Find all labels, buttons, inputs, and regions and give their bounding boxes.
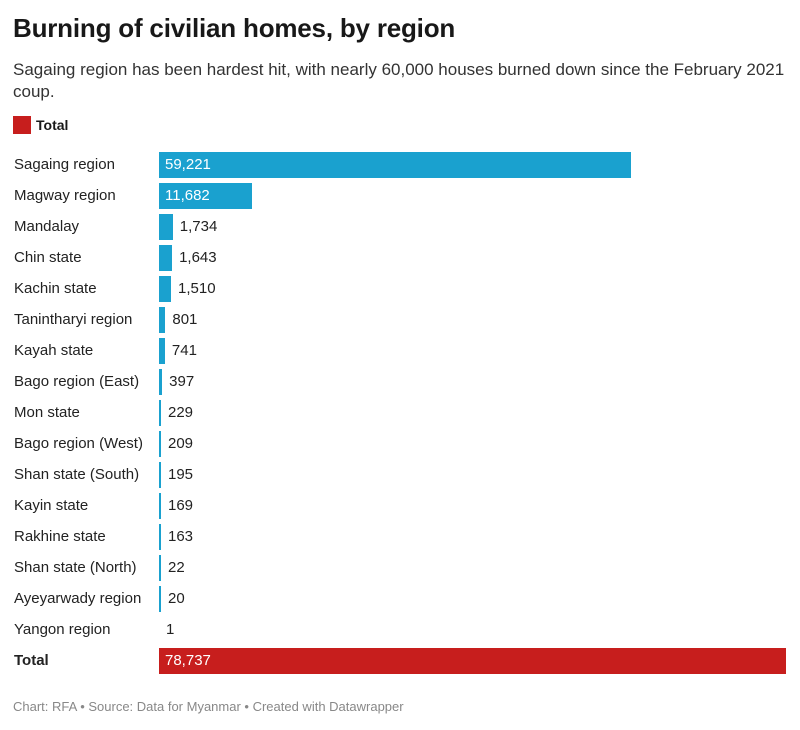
value-label: 801 xyxy=(172,311,198,328)
bar-row: Chin state 1,643 xyxy=(0,245,800,271)
category-label: Sagaing region xyxy=(14,156,115,173)
bar-row: Bago region (East) 397 xyxy=(0,369,800,395)
category-label: Ayeyarwady region xyxy=(14,590,142,607)
bar xyxy=(159,555,161,581)
bar xyxy=(159,214,173,240)
bar-row: Magway region 11,682 xyxy=(0,183,800,209)
bar-row: Sagaing region 59,221 xyxy=(0,152,800,178)
value-label: 11,682 xyxy=(165,187,210,204)
total-bar xyxy=(159,648,786,674)
category-label: Chin state xyxy=(14,249,82,266)
bar xyxy=(159,493,161,519)
bar xyxy=(159,307,166,333)
bar-row: Tanintharyi region 801 xyxy=(0,307,800,333)
category-label: Shan state (South) xyxy=(14,466,140,483)
category-label: Mon state xyxy=(14,404,80,421)
value-label: 229 xyxy=(168,404,194,421)
legend-swatch-total xyxy=(13,116,31,134)
chart-subtitle: Sagaing region has been hardest hit, wit… xyxy=(13,60,785,101)
bar xyxy=(159,276,172,302)
category-label: Mandalay xyxy=(14,218,80,235)
value-label: 1 xyxy=(166,621,175,638)
category-label: Shan state (North) xyxy=(14,559,137,576)
category-label: Rakhine state xyxy=(14,528,106,545)
value-label: 163 xyxy=(168,528,194,545)
category-label: Bago region (West) xyxy=(14,435,143,452)
bar xyxy=(159,462,161,488)
value-label: 397 xyxy=(169,373,195,390)
bar-row: Bago region (West) 209 xyxy=(0,431,800,457)
category-label: Total xyxy=(14,652,49,669)
bar-row: Rakhine state 163 xyxy=(0,524,800,550)
category-label: Kachin state xyxy=(14,280,97,297)
bar-row: Mon state 229 xyxy=(0,400,800,426)
category-label: Yangon region xyxy=(14,621,111,638)
value-label: 209 xyxy=(168,435,194,452)
bar xyxy=(159,245,173,271)
category-label: Kayah state xyxy=(14,342,94,359)
bar-row: Yangon region 1 xyxy=(0,617,800,643)
value-label: 22 xyxy=(168,559,185,576)
value-label: 1,510 xyxy=(178,280,216,297)
category-label: Bago region (East) xyxy=(14,373,140,390)
value-label: 169 xyxy=(168,497,194,514)
bar xyxy=(159,152,631,178)
category-label: Magway region xyxy=(14,187,116,204)
category-label: Kayin state xyxy=(14,497,89,514)
chart-footer: Chart: RFA • Source: Data for Myanmar • … xyxy=(13,699,404,714)
value-label: 741 xyxy=(171,342,197,359)
bar xyxy=(159,431,161,457)
value-label: 20 xyxy=(168,590,185,607)
chart-title: Burning of civilian homes, by region xyxy=(13,13,456,43)
value-label: 195 xyxy=(168,466,194,483)
total-row: Total 78,737 xyxy=(0,648,800,674)
bar-row: Kachin state 1,510 xyxy=(0,276,800,302)
bar xyxy=(159,183,253,209)
bar xyxy=(159,400,161,426)
bar-row: Mandalay 1,734 xyxy=(0,214,800,240)
legend-label-total: Total xyxy=(36,117,69,133)
value-label: 1,643 xyxy=(179,249,217,266)
bar-row: Shan state (North) 22 xyxy=(0,555,800,581)
bar-row: Ayeyarwady region 20 xyxy=(0,586,800,612)
bar xyxy=(159,338,165,364)
bar-row: Kayin state 169 xyxy=(0,493,800,519)
bar xyxy=(159,524,161,550)
bar-row: Kayah state 741 xyxy=(0,338,800,364)
bar xyxy=(159,369,163,395)
bar xyxy=(159,586,161,612)
value-label: 78,737 xyxy=(165,652,211,669)
value-label: 59,221 xyxy=(165,156,211,173)
legend: Total xyxy=(13,116,68,134)
value-label: 1,734 xyxy=(179,218,218,235)
category-label: Tanintharyi region xyxy=(14,311,133,328)
bar-row: Shan state (South) 195 xyxy=(0,462,800,488)
